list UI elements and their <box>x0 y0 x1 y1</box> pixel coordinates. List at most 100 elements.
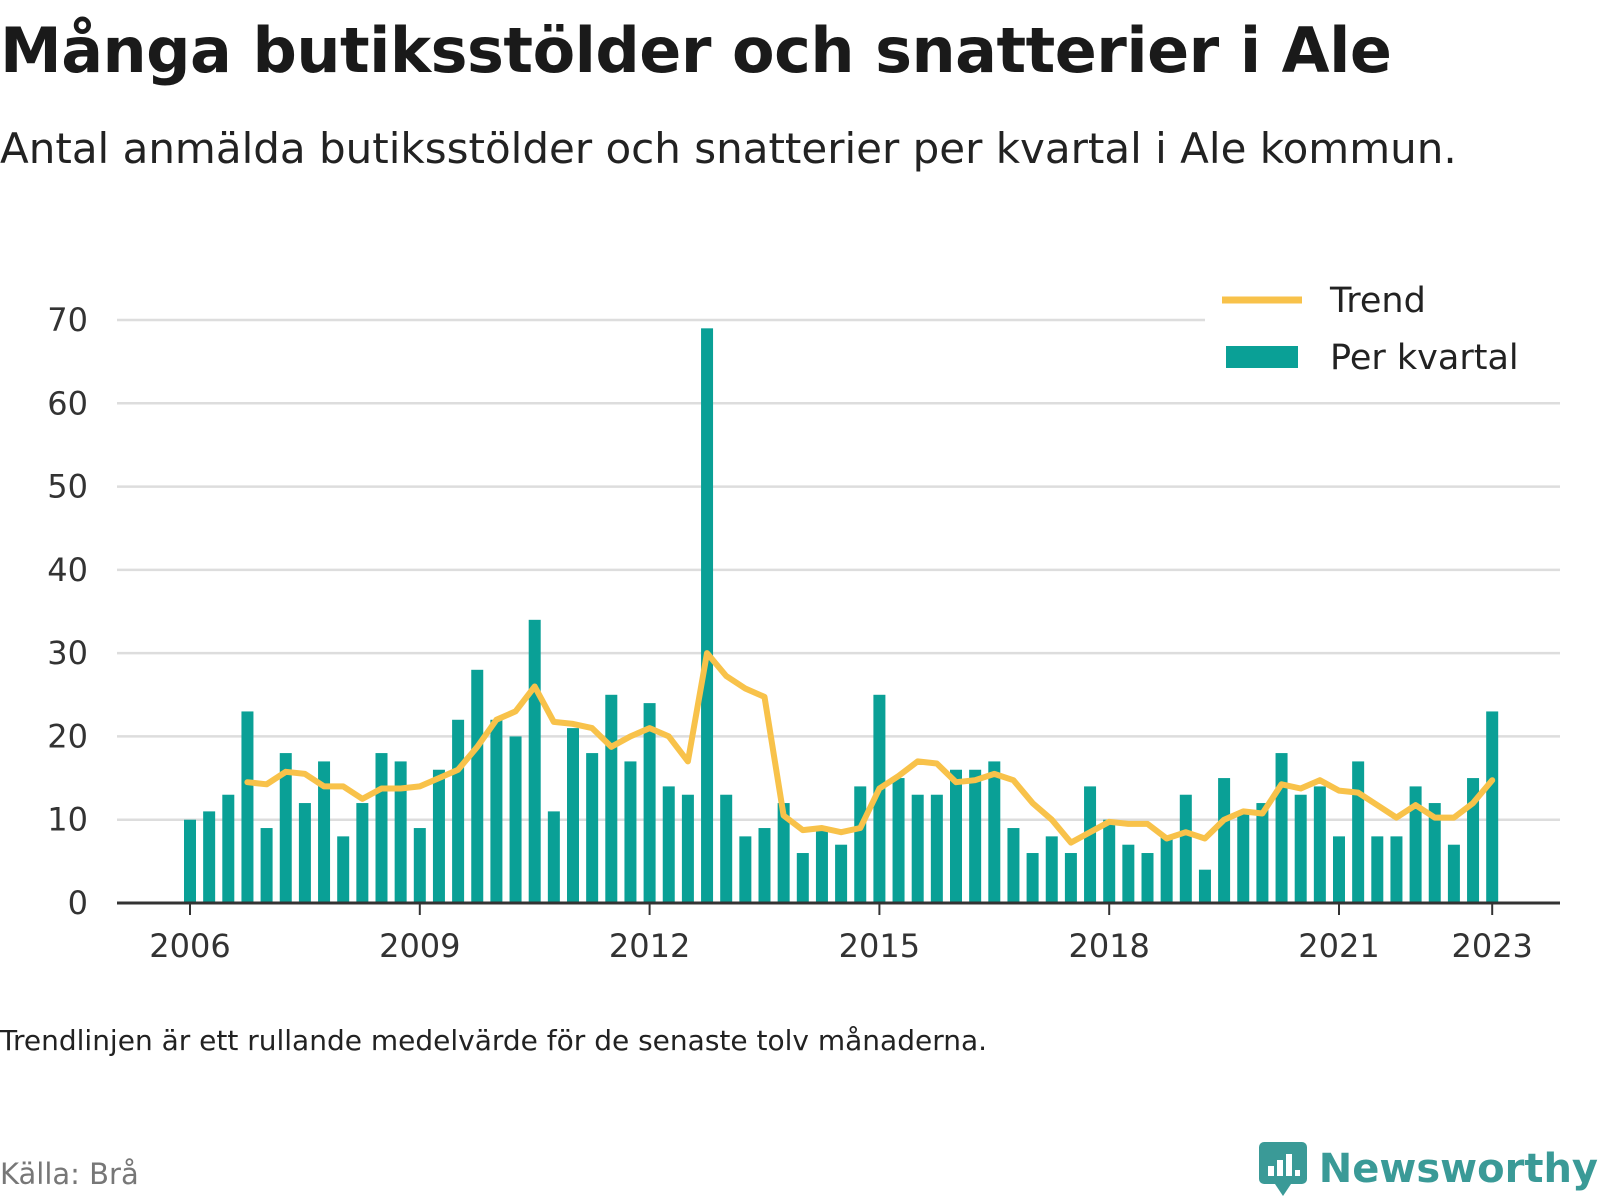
bar <box>471 669 484 903</box>
bar <box>375 753 388 903</box>
x-tick-label: 2018 <box>1068 927 1149 960</box>
bar <box>547 811 560 903</box>
footnote: Trendlinjen är ett rullande medelvärde f… <box>0 1024 988 1057</box>
bar <box>298 803 311 903</box>
grid-lines <box>117 318 1560 821</box>
x-tick-label: 2015 <box>839 927 920 960</box>
bar <box>1390 836 1403 903</box>
bar <box>452 719 465 903</box>
chart-title: Många butiksstölder och snatterier i Ale <box>0 14 1392 87</box>
y-tick-label: 20 <box>47 717 88 755</box>
x-tick-label: 2006 <box>149 927 230 960</box>
bar <box>911 794 924 903</box>
bar <box>950 769 962 903</box>
bar <box>260 828 273 903</box>
bar <box>739 836 752 903</box>
bar <box>1313 786 1326 903</box>
bar <box>1064 853 1077 903</box>
y-tick-label: 30 <box>47 634 88 672</box>
y-tick-label: 40 <box>47 551 88 589</box>
x-tick-label: 2023 <box>1451 927 1532 960</box>
y-axis-tick-labels: 0 10 20 30 40 50 60 70 <box>47 301 88 922</box>
source-label: Källa: Brå <box>0 1157 139 1191</box>
bar <box>701 328 714 903</box>
bar <box>586 753 599 903</box>
bar <box>873 694 886 903</box>
bar <box>222 794 235 903</box>
bar <box>1218 778 1231 903</box>
bar <box>605 694 618 903</box>
bar <box>1026 853 1039 903</box>
bar <box>662 786 675 903</box>
legend-trend-label: Trend <box>1329 281 1426 321</box>
bar <box>854 786 867 903</box>
y-tick-label: 60 <box>47 384 88 422</box>
bar <box>643 703 656 903</box>
bar <box>1409 786 1422 903</box>
bar <box>624 761 637 903</box>
bar <box>318 761 331 903</box>
bar <box>1007 828 1020 903</box>
bar <box>184 819 196 903</box>
brand-name: Newsworthy <box>1318 1146 1598 1192</box>
legend-bar-label: Per kvartal <box>1330 338 1519 378</box>
newsworthy-logo-icon <box>1258 1142 1307 1196</box>
bar <box>1371 836 1384 903</box>
bar <box>567 728 579 903</box>
bar <box>969 769 982 903</box>
bar <box>1352 761 1365 903</box>
y-tick-label: 0 <box>68 884 88 922</box>
legend: Trend Per kvartal <box>1222 281 1519 378</box>
bar <box>681 794 694 903</box>
bars-per-kvartal <box>184 328 1499 903</box>
bar <box>1122 844 1135 903</box>
bar <box>720 794 733 903</box>
x-tick-label: 2012 <box>609 927 690 960</box>
bar <box>337 836 350 903</box>
y-tick-label: 10 <box>47 801 88 839</box>
bar <box>1467 778 1480 903</box>
bar <box>796 853 809 903</box>
bar <box>279 753 292 903</box>
bar <box>1256 803 1269 903</box>
x-axis <box>117 901 1560 915</box>
bar <box>241 711 254 903</box>
bar <box>203 811 216 903</box>
bar <box>1486 711 1499 903</box>
bar <box>1428 803 1441 903</box>
bar <box>1141 853 1154 903</box>
bar <box>1179 794 1192 903</box>
bar <box>490 719 503 903</box>
y-tick-label: 50 <box>47 468 88 506</box>
bar <box>528 619 541 903</box>
bar <box>1198 869 1211 903</box>
bar <box>1084 786 1097 903</box>
bar <box>1045 836 1058 903</box>
x-axis-tick-labels: 2006 2009 2012 2015 2018 2021 2023 <box>149 927 1533 960</box>
x-tick-label: 2009 <box>379 927 460 960</box>
y-tick-label: 70 <box>47 301 88 339</box>
bar <box>394 761 407 903</box>
bar <box>1103 819 1116 903</box>
bar <box>777 803 790 903</box>
chart: 0 10 20 30 40 50 60 70 2006 2009 2012 2015 2018 2021… <box>47 270 1560 960</box>
legend-bar-swatch <box>1226 346 1298 368</box>
bar <box>758 828 771 903</box>
bar <box>835 844 848 903</box>
bar <box>1160 836 1173 903</box>
bar <box>930 794 943 903</box>
bar <box>413 828 426 903</box>
bar <box>1275 753 1288 903</box>
x-tick-label: 2021 <box>1298 927 1379 960</box>
bar <box>892 778 905 903</box>
bar <box>509 736 522 903</box>
bar <box>988 761 1001 903</box>
trend-line <box>244 650 1496 846</box>
bar <box>1294 794 1307 903</box>
bar <box>356 803 369 903</box>
bar <box>432 769 445 903</box>
bar <box>815 828 828 903</box>
chart-subtitle: Antal anmälda butiksstölder och snatteri… <box>0 124 1457 173</box>
bar <box>1237 811 1250 903</box>
brand-logo: Newsworthy <box>1257 1140 1598 1198</box>
